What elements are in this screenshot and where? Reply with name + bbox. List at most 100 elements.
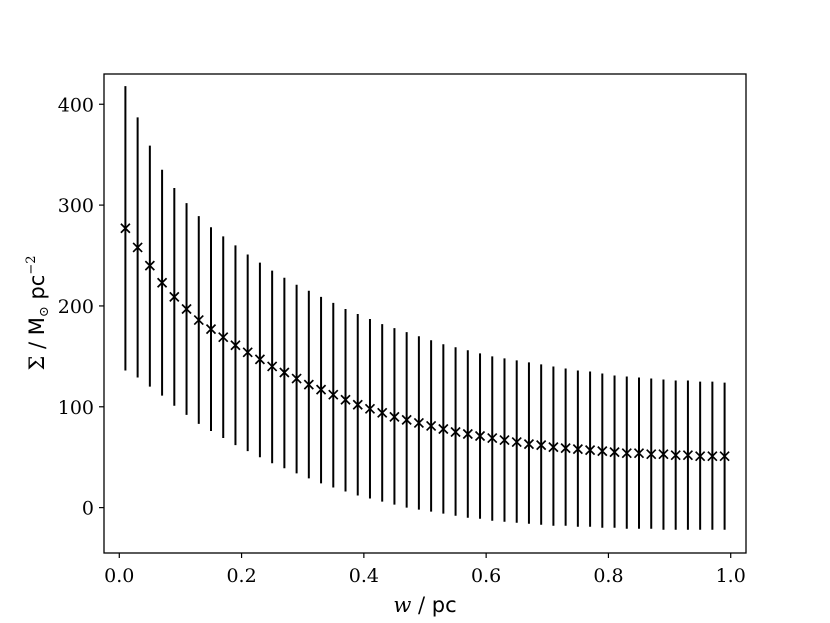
plot-frame	[103, 73, 747, 554]
y-tick-label: 0	[82, 498, 94, 520]
x-marker	[328, 389, 339, 400]
y-axis-label-unit-main: M	[25, 317, 49, 335]
data-point	[389, 328, 400, 505]
x-marker	[156, 277, 168, 288]
data-point	[536, 364, 547, 525]
data-point	[144, 145, 155, 387]
y-axis-label: Σ / M⊙ pc−2	[24, 255, 52, 370]
x-marker	[218, 332, 229, 343]
x-marker	[584, 445, 596, 456]
x-marker	[377, 407, 388, 418]
x-axis-label-unit: pc	[432, 593, 457, 617]
data-point	[352, 314, 363, 496]
data-point	[205, 227, 217, 431]
data-point	[499, 358, 510, 522]
x-tick-label: 0.4	[349, 565, 379, 587]
data-point	[181, 203, 192, 415]
y-axis-label-var: Σ	[25, 356, 49, 371]
x-marker	[254, 354, 266, 365]
x-tick-label: 1.0	[716, 565, 746, 587]
y-tick-label: 300	[58, 195, 94, 217]
data-point	[120, 86, 131, 371]
data-point	[267, 270, 278, 464]
data-point	[364, 319, 376, 499]
data-point	[303, 290, 314, 479]
y-tick-label: 200	[58, 296, 94, 318]
x-tick-label: 0.2	[226, 565, 256, 587]
x-axis-label-sep: /	[411, 593, 431, 617]
x-marker	[144, 260, 155, 271]
data-point	[279, 277, 290, 469]
x-marker	[315, 384, 327, 395]
data-point	[621, 376, 632, 529]
data-point	[254, 262, 266, 458]
x-marker	[352, 399, 363, 410]
x-marker	[181, 303, 192, 315]
x-marker	[450, 426, 461, 438]
x-marker	[597, 446, 608, 457]
x-marker	[242, 347, 253, 358]
y-axis-label-sep: /	[25, 335, 49, 355]
x-tick-label: 0.6	[471, 565, 501, 587]
x-marker	[548, 442, 559, 453]
x-marker	[364, 403, 376, 414]
x-marker	[230, 340, 241, 351]
x-marker	[536, 439, 547, 451]
x-marker	[499, 434, 510, 446]
data-point	[474, 353, 486, 519]
x-marker	[279, 367, 290, 378]
data-point	[572, 370, 583, 527]
data-point	[707, 381, 718, 530]
data-point	[523, 362, 535, 524]
y-tick-label: 400	[58, 94, 94, 116]
data-point	[401, 332, 412, 508]
x-marker	[474, 430, 486, 442]
x-axis-label-var: w	[393, 593, 411, 617]
data-point	[242, 254, 253, 452]
y-tick-label: 100	[58, 397, 94, 419]
x-marker	[695, 451, 706, 462]
x-axis: 0.0 0.2 0.4 0.6 0.8 1.0	[104, 553, 746, 587]
x-marker	[658, 449, 669, 460]
x-marker	[646, 449, 657, 460]
x-marker	[267, 361, 278, 372]
data-point	[315, 296, 327, 484]
x-marker	[193, 314, 204, 326]
data-point	[646, 378, 657, 529]
x-marker	[633, 448, 645, 459]
y-axis-label-unit-sub: ⊙	[37, 306, 52, 317]
x-marker	[389, 411, 400, 422]
data-point	[719, 382, 730, 530]
data-point	[450, 347, 461, 516]
data-point	[156, 169, 168, 396]
data-point	[169, 187, 180, 406]
data-point	[291, 284, 302, 474]
x-marker	[169, 291, 180, 302]
y-axis-label-unit-pc: pc	[25, 275, 49, 307]
x-marker	[609, 447, 620, 458]
data-point	[377, 324, 388, 502]
data-point	[560, 368, 571, 526]
x-axis-label: w / pc	[393, 593, 456, 617]
data-point	[597, 373, 608, 528]
y-axis: 0 100 200 300 400	[58, 94, 104, 520]
data-point	[462, 350, 473, 518]
x-marker	[682, 450, 694, 461]
data-point	[633, 377, 645, 529]
data-point	[230, 245, 241, 446]
data-point	[609, 375, 620, 528]
x-marker	[462, 428, 473, 440]
x-marker	[670, 450, 681, 461]
x-marker	[120, 223, 131, 234]
x-marker	[413, 417, 424, 429]
data-point	[218, 236, 229, 439]
x-marker	[572, 444, 583, 455]
x-marker	[511, 436, 522, 448]
x-marker	[621, 448, 632, 459]
data-point	[584, 371, 596, 527]
data-point	[511, 360, 522, 523]
y-axis-label-unit-exp: −2	[24, 255, 39, 274]
x-marker	[340, 394, 351, 405]
data-point	[548, 366, 559, 526]
